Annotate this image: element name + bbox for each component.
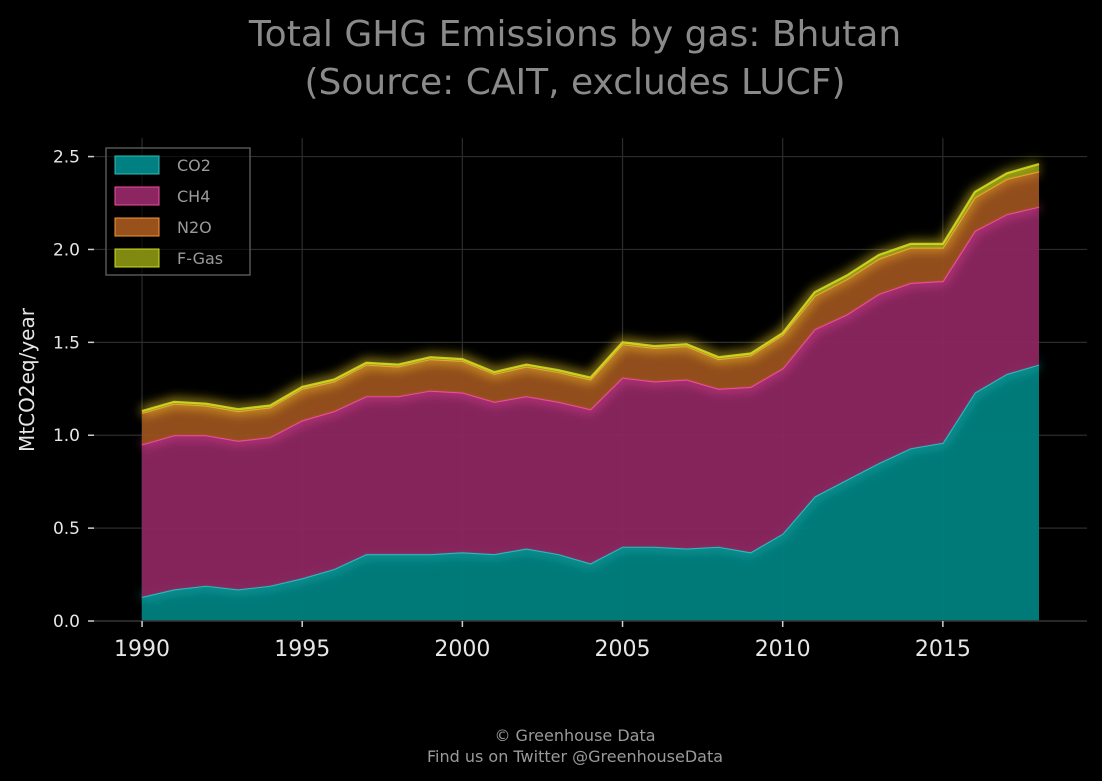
area-ch4 [142, 206, 1039, 597]
y-tick-label-0: 0.0 [53, 612, 80, 632]
y-tick-label-3: 1.5 [53, 333, 80, 353]
legend-label-f-gas: F-Gas [177, 249, 223, 268]
x-tick-label-2000: 2000 [434, 637, 490, 662]
legend-label-n2o: N2O [177, 218, 212, 237]
x-tick-label-1990: 1990 [114, 637, 170, 662]
chart-title-line-2: (Source: CAIT, excludes LUCF) [304, 62, 845, 103]
y-tick-label-4: 2.0 [53, 240, 80, 260]
y-tick-label-1: 0.5 [53, 519, 80, 539]
x-tick-label-1995: 1995 [274, 637, 330, 662]
y-axis-label: MtCO2eq/year [15, 307, 39, 452]
x-tick-label-2005: 2005 [595, 637, 651, 662]
plot-area [140, 159, 1041, 621]
axes: 1990 1995 2000 2005 2010 2015 0.0 0.5 1.0 1.5 2.0 2… [53, 148, 1087, 662]
legend-label-co2: CO2 [177, 156, 211, 175]
y-tick-label-5: 2.5 [53, 148, 80, 168]
legend-swatch-f-gas [114, 248, 160, 268]
legend: CO2 CH4 N2O F-Gas [105, 147, 251, 276]
legend-label-ch4: CH4 [177, 187, 210, 206]
y-tick-label-2: 1.0 [53, 426, 80, 446]
legend-swatch-ch4 [114, 186, 160, 206]
x-tick-label-2010: 2010 [755, 637, 811, 662]
chart-title-line-1: Total GHG Emissions by gas: Bhutan [248, 14, 901, 55]
area-edge-f-gas [141, 162, 1040, 413]
legend-swatch-n2o [114, 217, 160, 237]
legend-swatch-co2 [114, 155, 160, 175]
credit-twitter: Find us on Twitter @GreenhouseData [427, 747, 723, 766]
x-tick-label-2015: 2015 [915, 637, 971, 662]
credit-copyright: © Greenhouse Data [494, 726, 655, 745]
area-n2o [142, 171, 1039, 445]
